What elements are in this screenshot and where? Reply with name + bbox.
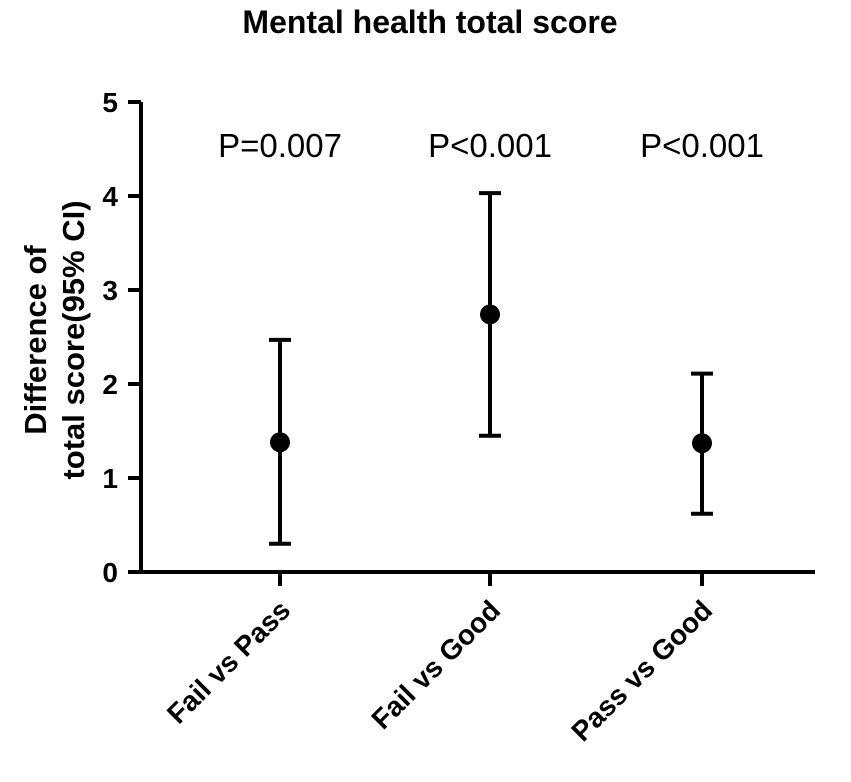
y-ticks: 0 1 2 3 4 5 xyxy=(102,87,141,588)
x-tick-label-0: Fail vs Pass xyxy=(161,594,296,729)
y-axis-label-line-1: Difference of xyxy=(18,245,53,435)
y-axis-label-line-2: total score(95% CI) xyxy=(56,200,91,479)
data-point-1 xyxy=(480,304,500,325)
y-tick-label-3: 3 xyxy=(102,275,118,306)
axes xyxy=(139,102,815,574)
x-tick-label-1: Fail vs Good xyxy=(366,594,507,735)
x-ticks: Fail vs Pass Fail vs Good Pass vs Good xyxy=(161,572,718,747)
y-tick-label-0: 0 xyxy=(102,557,118,588)
y-tick-label-2: 2 xyxy=(102,369,118,400)
chart-title: Mental health total score xyxy=(242,4,617,40)
data-point-2 xyxy=(692,433,712,454)
p-value-annotations: P=0.007 P<0.001 P<0.001 xyxy=(218,127,764,164)
y-tick-label-1: 1 xyxy=(102,463,118,494)
data-points xyxy=(270,304,712,454)
data-point-0 xyxy=(270,432,290,453)
p-value-label-2: P<0.001 xyxy=(640,127,764,164)
error-bars xyxy=(269,191,713,546)
p-value-label-0: P=0.007 xyxy=(218,127,342,164)
p-value-label-1: P<0.001 xyxy=(428,127,552,164)
y-axis-label: Difference of total score(95% CI) xyxy=(18,200,91,479)
y-tick-label-5: 5 xyxy=(102,87,118,118)
y-tick-label-4: 4 xyxy=(102,181,118,212)
x-tick-label-2: Pass vs Good xyxy=(565,594,718,747)
